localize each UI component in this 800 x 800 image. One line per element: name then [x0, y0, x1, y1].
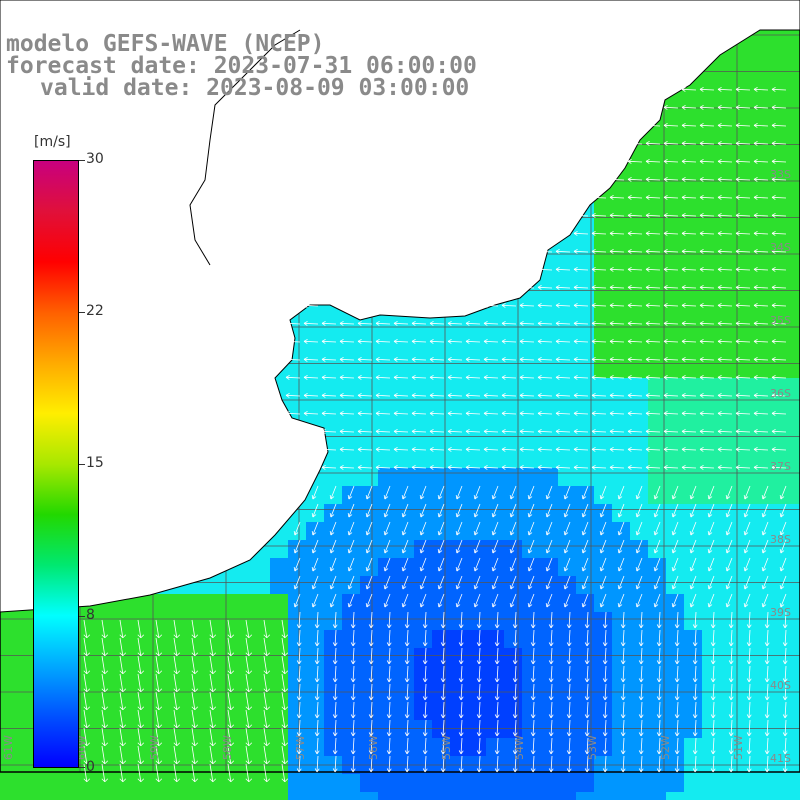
lon-label: 61W	[2, 735, 15, 760]
lon-label: 52W	[659, 735, 672, 760]
lat-label: 40S	[770, 679, 791, 692]
colorbar-tick: 0	[86, 759, 95, 775]
lon-label: 59W	[148, 735, 161, 760]
lon-label: 53W	[586, 735, 599, 760]
colorbar	[33, 160, 79, 768]
lat-label: 39S	[770, 606, 791, 619]
lon-label: 58W	[221, 735, 234, 760]
lon-label: 56W	[367, 735, 380, 760]
lon-label: 55W	[440, 735, 453, 760]
colorbar-tick: 15	[86, 455, 104, 471]
colorbar-tick: 8	[86, 607, 95, 623]
lat-label: 35S	[770, 314, 791, 327]
lat-label: 38S	[770, 533, 791, 546]
colorbar-unit: [m/s]	[34, 134, 71, 150]
lat-label: 33S	[770, 168, 791, 181]
lat-label: 36S	[770, 387, 791, 400]
lon-label: 54W	[513, 735, 526, 760]
lat-label: 41S	[770, 752, 791, 765]
colorbar-tick: 30	[86, 151, 104, 167]
longitude-labels: 61W 60W 59W 58W 57W 56W 55W 54W 53W 52W 51W	[2, 735, 745, 760]
model-title: modelo GEFS-WAVE (NCEP)	[6, 31, 325, 57]
colorbar-tick: 22	[86, 303, 104, 319]
lat-label: 37S	[770, 460, 791, 473]
latitude-labels: 33S 34S 35S 36S 37S 38S 39S 40S 41S	[770, 168, 791, 765]
lat-label: 34S	[770, 241, 791, 254]
forecast-date: forecast date: 2023-07-31 06:00:00	[6, 53, 477, 79]
valid-date: valid date: 2023-08-09 03:00:00	[40, 75, 470, 101]
lon-label: 57W	[294, 735, 307, 760]
lon-label: 51W	[732, 735, 745, 760]
wind-arrows	[83, 87, 788, 783]
